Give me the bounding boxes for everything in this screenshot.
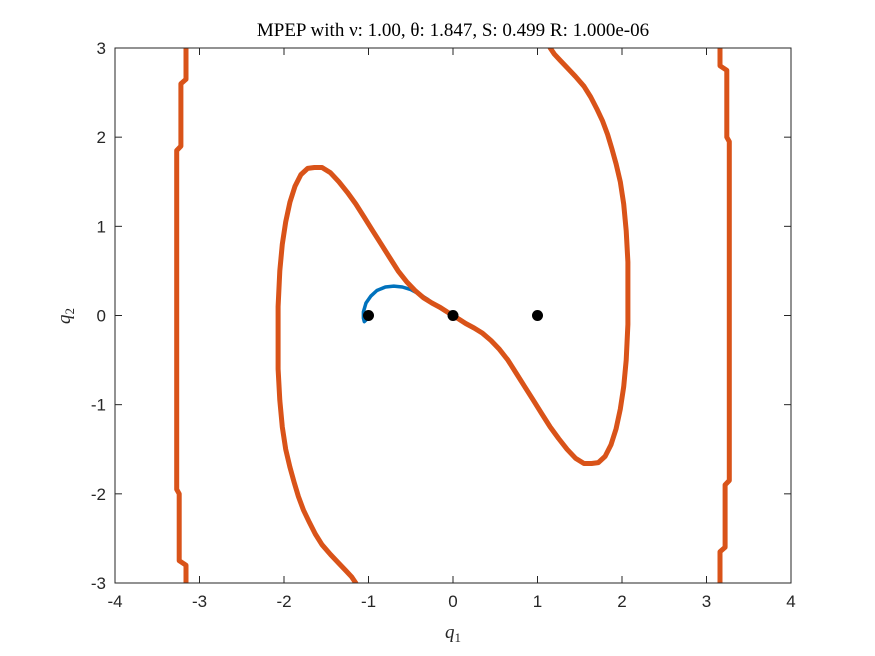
- y-axis-label-main: q: [54, 314, 75, 324]
- y-tick-label: 2: [97, 128, 106, 147]
- y-tick-label: 3: [97, 39, 106, 58]
- series-boundary-lower-left: [275, 165, 456, 583]
- x-tick-label: 4: [786, 592, 795, 611]
- points-layer: [363, 310, 543, 321]
- x-axis-label: q1: [445, 622, 461, 645]
- fixed-point-0: [363, 310, 374, 321]
- y-tick-label: 0: [97, 307, 106, 326]
- y-axis-label-subscript: 2: [62, 308, 77, 315]
- series-boundary-upper-right: [450, 48, 631, 466]
- x-tick-label: -2: [276, 592, 291, 611]
- fixed-point-1: [447, 310, 459, 321]
- x-tick-label: -3: [192, 592, 207, 611]
- x-axis-label-main: q: [445, 622, 455, 643]
- y-tick-label: -1: [91, 396, 106, 415]
- y-axis-label: q2: [54, 308, 77, 324]
- x-tick-label: 2: [617, 592, 626, 611]
- series-layer: [174, 48, 732, 583]
- y-tick-label: -2: [91, 485, 106, 504]
- x-tick-label: -4: [107, 592, 122, 611]
- series-boundary-right: [717, 48, 732, 583]
- y-tick-label: 1: [97, 217, 106, 236]
- chart-title: MPEP with ν: 1.00, θ: 1.847, S: 0.499 R:…: [257, 20, 649, 41]
- x-axis-label-subscript: 1: [455, 630, 462, 645]
- x-tick-label: -1: [361, 592, 376, 611]
- x-tick-label: 3: [702, 592, 711, 611]
- x-tick-label: 1: [533, 592, 542, 611]
- y-tick-label: -3: [91, 574, 106, 593]
- series-boundary-left: [174, 48, 189, 583]
- fixed-point-2: [532, 310, 543, 321]
- x-tick-label: 0: [448, 592, 457, 611]
